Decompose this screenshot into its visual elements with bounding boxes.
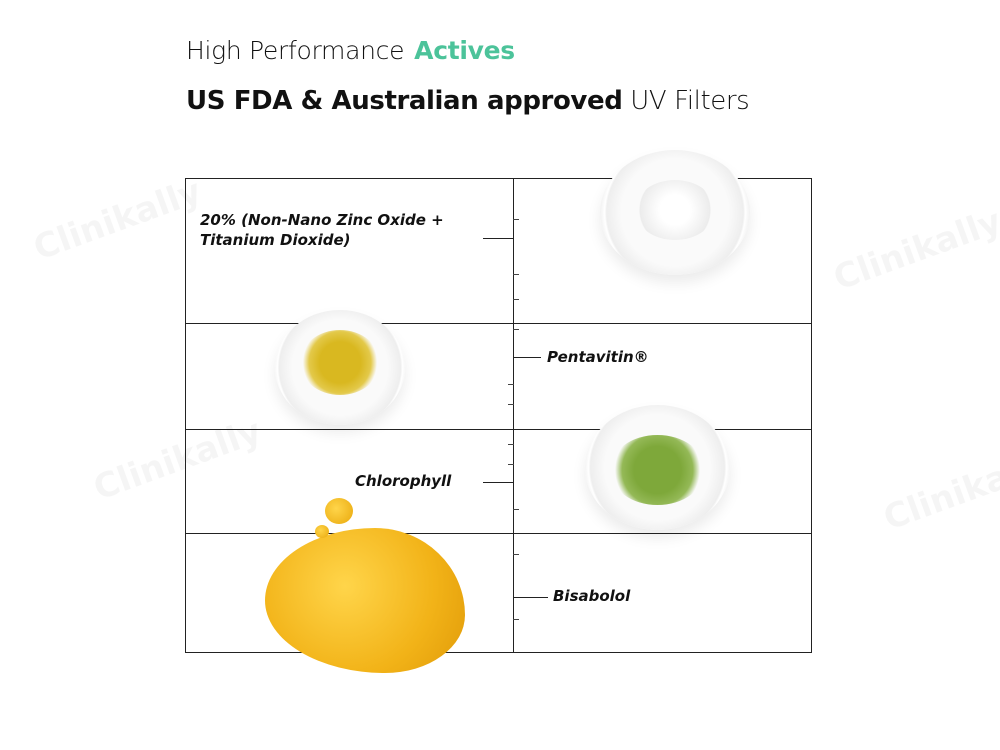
- divider: [186, 429, 811, 430]
- divider: [186, 323, 811, 324]
- leader-line: [483, 482, 513, 483]
- leader-line: [483, 238, 513, 239]
- tick: [513, 219, 519, 220]
- watermark: Clinikally: [28, 171, 206, 268]
- heading-bold: US FDA & Australian approved: [186, 86, 623, 116]
- heading-accent: Actives: [414, 36, 515, 65]
- divider: [513, 179, 514, 652]
- oil-drop: [265, 528, 465, 673]
- tick: [508, 384, 514, 385]
- oil-drop: [325, 498, 353, 524]
- tick: [513, 619, 519, 620]
- ingredient-grid: [185, 178, 812, 653]
- label-line: 20% (Non-Nano Zinc Oxide +: [200, 211, 444, 229]
- tick: [513, 329, 519, 330]
- label-line: Titanium Dioxide): [200, 231, 351, 249]
- white-powder: [635, 180, 715, 240]
- label-chlorophyll: Chlorophyll: [355, 472, 452, 490]
- heading-uv-filters: US FDA & Australian approved UV Filters: [186, 86, 750, 116]
- tick: [513, 509, 519, 510]
- tick: [513, 299, 519, 300]
- tick: [508, 464, 514, 465]
- heading-text: High Performance: [186, 36, 405, 65]
- oil-drop: [315, 525, 329, 538]
- leader-line: [513, 357, 541, 358]
- divider: [186, 533, 811, 534]
- tick: [508, 404, 514, 405]
- heading-light: UV Filters: [630, 86, 750, 116]
- watermark: Clinikally: [878, 441, 1000, 538]
- leader-line: [513, 597, 548, 598]
- label-zinc-titanium: 20% (Non-Nano Zinc Oxide + Titanium Diox…: [200, 210, 444, 250]
- tick: [513, 554, 519, 555]
- label-bisabolol: Bisabolol: [553, 587, 631, 605]
- watermark: Clinikally: [828, 201, 1000, 298]
- tick: [508, 444, 514, 445]
- label-pentavitin: Pentavitin®: [547, 348, 649, 366]
- yellow-powder: [300, 330, 380, 395]
- tick: [513, 274, 519, 275]
- green-powder: [610, 435, 705, 505]
- heading-high-performance: High Performance Actives: [186, 36, 515, 65]
